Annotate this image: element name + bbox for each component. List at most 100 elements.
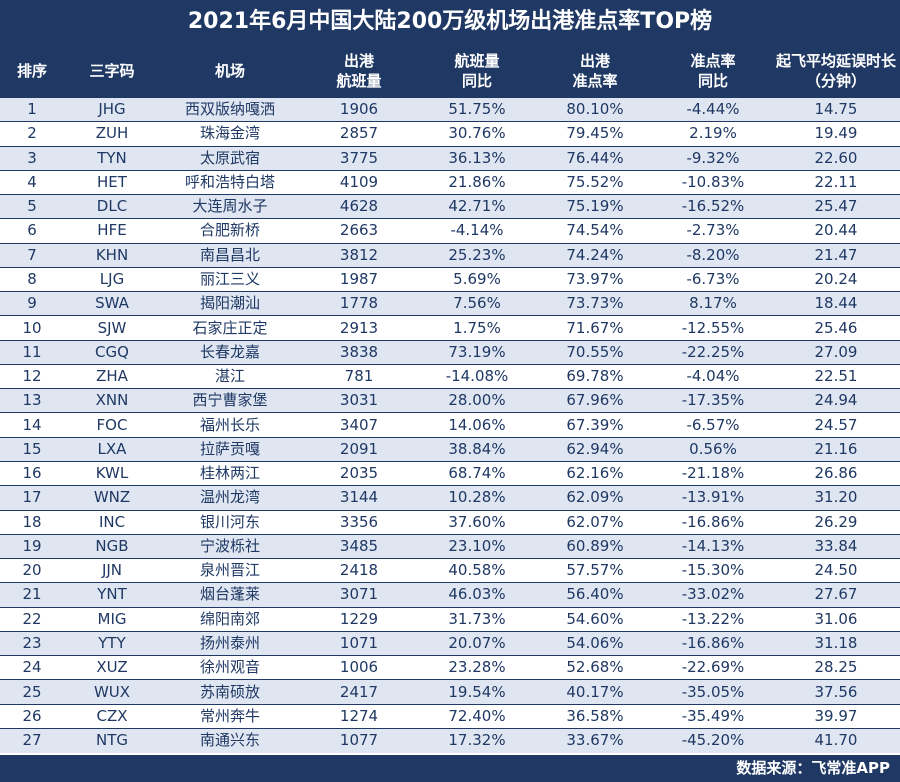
table-cell: 20.07% bbox=[418, 630, 536, 656]
table-cell: 8.17% bbox=[654, 291, 772, 316]
table-cell: 21.47 bbox=[772, 242, 900, 268]
column-header-line: 航班量 bbox=[336, 71, 382, 90]
table-cell: 银川河东 bbox=[160, 509, 300, 535]
table-cell: 39.97 bbox=[772, 703, 900, 729]
table-cell: 79.45% bbox=[536, 121, 654, 147]
table-cell: HFE bbox=[64, 218, 160, 244]
table-cell: -4.44% bbox=[654, 96, 772, 122]
table-row: 19 NGB 宁波栎社 3485 23.10% 60.89% -14.13% 33.84 bbox=[0, 533, 900, 559]
table-cell: 18.44 bbox=[772, 291, 900, 316]
table-cell: 丽江三义 bbox=[160, 266, 300, 292]
table-cell: 25.47 bbox=[772, 194, 900, 219]
table-cell: 1071 bbox=[300, 630, 418, 656]
table-cell: 25.46 bbox=[772, 315, 900, 341]
column-header: 三字码 bbox=[64, 43, 160, 98]
table-row: 26 CZX 常州奔牛 1274 72.40% 36.58% -35.49% 39.97 bbox=[0, 703, 900, 729]
table-cell: TYN bbox=[64, 145, 160, 171]
table-cell: 52.68% bbox=[536, 655, 654, 680]
table-cell: 2418 bbox=[300, 558, 418, 583]
table-cell: 5 bbox=[0, 194, 64, 219]
table-cell: 38.84% bbox=[418, 436, 536, 462]
table-cell: ZUH bbox=[64, 121, 160, 147]
table-cell: -6.57% bbox=[654, 412, 772, 438]
table-cell: 24 bbox=[0, 655, 64, 680]
column-header-line: 机场 bbox=[214, 61, 245, 80]
table-cell: 73.73% bbox=[536, 291, 654, 316]
table-cell: 21.16 bbox=[772, 436, 900, 462]
column-header: 出港 准点率 bbox=[536, 43, 654, 98]
table-cell: 27 bbox=[0, 727, 64, 753]
table-cell: NGB bbox=[64, 533, 160, 559]
table-cell: -33.02% bbox=[654, 582, 772, 608]
table-cell: 27.09 bbox=[772, 339, 900, 365]
table-cell: 68.74% bbox=[418, 460, 536, 486]
table-header: 排序 三字码 机场 出港 航班量 航班量 同比 出港 准点率 准点率 同比 起飞平均延误时长 （分钟） bbox=[0, 43, 900, 98]
table-cell: 2 bbox=[0, 121, 64, 147]
table-cell: 57.57% bbox=[536, 558, 654, 583]
table-cell: LJG bbox=[64, 266, 160, 292]
table-cell: 36.58% bbox=[536, 703, 654, 729]
table-cell: 1 bbox=[0, 96, 64, 122]
column-header: 起飞平均延误时长 （分钟） bbox=[772, 43, 900, 98]
table-cell: 62.16% bbox=[536, 460, 654, 486]
table-cell: -12.55% bbox=[654, 315, 772, 341]
table-cell: WNZ bbox=[64, 485, 160, 511]
table-cell: 16 bbox=[0, 460, 64, 486]
table-cell: 2913 bbox=[300, 315, 418, 341]
table-cell: 80.10% bbox=[536, 96, 654, 122]
table-cell: 21 bbox=[0, 582, 64, 608]
table-cell: -10.83% bbox=[654, 169, 772, 195]
table-cell: YNT bbox=[64, 582, 160, 608]
column-header: 排序 bbox=[0, 43, 64, 98]
table-cell: 3031 bbox=[300, 388, 418, 413]
table-cell: 781 bbox=[300, 363, 418, 389]
table-cell: YTY bbox=[64, 630, 160, 656]
column-header-line: 起飞平均延误时长 bbox=[775, 51, 896, 70]
table-cell: 1229 bbox=[300, 606, 418, 632]
column-header-line: 出港 bbox=[579, 51, 610, 70]
table-cell: -45.20% bbox=[654, 727, 772, 753]
table-cell: 常州奔牛 bbox=[160, 703, 300, 729]
table-row: 27 NTG 南通兴东 1077 17.32% 33.67% -45.20% 41.70 bbox=[0, 727, 900, 753]
table-cell: 27.67 bbox=[772, 582, 900, 608]
table-row: 11 CGQ 长春龙嘉 3838 73.19% 70.55% -22.25% 27.09 bbox=[0, 339, 900, 365]
table-cell: 1274 bbox=[300, 703, 418, 729]
table-cell: 14.75 bbox=[772, 96, 900, 122]
table-cell: 28.00% bbox=[418, 388, 536, 413]
table-cell: 33.84 bbox=[772, 533, 900, 559]
table-cell: 62.07% bbox=[536, 509, 654, 535]
table-cell: 26 bbox=[0, 703, 64, 729]
table-cell: 24.57 bbox=[772, 412, 900, 438]
table-row: 9 SWA 揭阳潮汕 1778 7.56% 73.73% 8.17% 18.44 bbox=[0, 291, 900, 316]
table-cell: 20 bbox=[0, 558, 64, 583]
table-cell: 揭阳潮汕 bbox=[160, 291, 300, 316]
table-row: 3 TYN 太原武宿 3775 36.13% 76.44% -9.32% 22.60 bbox=[0, 145, 900, 171]
table-cell: MIG bbox=[64, 606, 160, 632]
table-cell: 合肥新桥 bbox=[160, 218, 300, 244]
table-row: 21 YNT 烟台蓬莱 3071 46.03% 56.40% -33.02% 27.67 bbox=[0, 582, 900, 608]
table-cell: 3 bbox=[0, 145, 64, 171]
table-cell: 69.78% bbox=[536, 363, 654, 389]
table-cell: 26.29 bbox=[772, 509, 900, 535]
column-header-line: 同比 bbox=[697, 71, 728, 90]
table-cell: 22.60 bbox=[772, 145, 900, 171]
table-cell: INC bbox=[64, 509, 160, 535]
table-cell: 41.70 bbox=[772, 727, 900, 753]
table-cell: 3812 bbox=[300, 242, 418, 268]
table-cell: 湛江 bbox=[160, 363, 300, 389]
column-header: 出港 航班量 bbox=[300, 43, 418, 98]
table-cell: 24.50 bbox=[772, 558, 900, 583]
table-cell: 17 bbox=[0, 485, 64, 511]
table-row: 14 FOC 福州长乐 3407 14.06% 67.39% -6.57% 24.57 bbox=[0, 412, 900, 438]
table-cell: 30.76% bbox=[418, 121, 536, 147]
table-cell: -4.04% bbox=[654, 363, 772, 389]
table-cell: -9.32% bbox=[654, 145, 772, 171]
table-cell: -35.49% bbox=[654, 703, 772, 729]
table-cell: SJW bbox=[64, 315, 160, 341]
table-cell: 33.67% bbox=[536, 727, 654, 753]
table-cell: 26.86 bbox=[772, 460, 900, 486]
table-cell: 徐州观音 bbox=[160, 655, 300, 680]
table-cell: -16.86% bbox=[654, 509, 772, 535]
table-cell: DLC bbox=[64, 194, 160, 219]
table-cell: 37.60% bbox=[418, 509, 536, 535]
